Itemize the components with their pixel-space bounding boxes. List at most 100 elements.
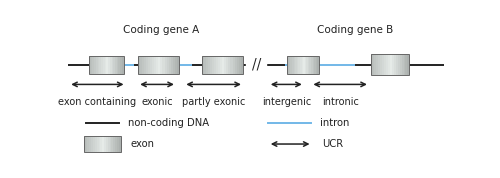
Bar [394, 54, 396, 75]
Bar [378, 54, 380, 75]
Bar [119, 136, 120, 152]
Bar [112, 56, 114, 74]
Bar [289, 56, 290, 74]
Bar [140, 56, 142, 74]
Bar [204, 56, 206, 74]
Bar [392, 54, 394, 75]
Bar [93, 136, 95, 152]
Bar [386, 54, 388, 75]
Bar [294, 56, 295, 74]
Bar [382, 54, 384, 75]
Bar [176, 56, 178, 74]
Bar [402, 54, 404, 75]
Bar [91, 136, 93, 152]
Bar [172, 56, 174, 74]
Bar [90, 136, 91, 152]
Bar [308, 56, 310, 74]
Text: //: // [252, 57, 261, 72]
Bar [110, 56, 112, 74]
Bar [314, 56, 316, 74]
Text: Coding gene B: Coding gene B [317, 25, 393, 35]
Bar [106, 136, 108, 152]
Bar [218, 56, 220, 74]
Bar [108, 136, 110, 152]
Bar [376, 54, 378, 75]
Bar [238, 56, 240, 74]
Text: intron: intron [320, 118, 350, 128]
Bar [115, 56, 117, 74]
Bar [144, 56, 146, 74]
Bar [404, 54, 406, 75]
Bar [370, 54, 372, 75]
Text: partly exonic: partly exonic [182, 97, 246, 107]
Bar [92, 56, 94, 74]
Bar [304, 56, 306, 74]
Bar [170, 56, 172, 74]
Bar [290, 56, 292, 74]
Bar [103, 56, 104, 74]
Bar [162, 56, 164, 74]
Bar [287, 56, 289, 74]
Bar [164, 56, 166, 74]
Bar [216, 56, 218, 74]
Bar [88, 136, 90, 152]
Bar [202, 56, 204, 74]
Bar [232, 56, 234, 74]
Bar [380, 54, 382, 75]
Bar [104, 56, 106, 74]
Bar [117, 136, 119, 152]
Bar [222, 56, 224, 74]
Bar [114, 136, 115, 152]
Bar [295, 56, 297, 74]
Bar [390, 54, 392, 75]
Bar [220, 56, 222, 74]
Bar [96, 56, 98, 74]
Text: UCR: UCR [322, 139, 343, 149]
Bar [117, 56, 118, 74]
Bar [118, 56, 120, 74]
Bar [298, 56, 300, 74]
Bar [372, 54, 374, 75]
Bar [202, 56, 242, 74]
Text: non-coding DNA: non-coding DNA [128, 118, 210, 128]
Bar [306, 56, 308, 74]
Bar [156, 56, 158, 74]
Bar [212, 56, 214, 74]
Bar [287, 56, 319, 74]
Bar [226, 56, 228, 74]
Bar [146, 56, 148, 74]
Bar [100, 56, 101, 74]
Bar [388, 54, 390, 75]
Text: intronic: intronic [322, 97, 358, 107]
Text: exon containing: exon containing [58, 97, 136, 107]
Bar [154, 56, 156, 74]
Bar [102, 136, 104, 152]
Bar [406, 54, 407, 75]
Bar [122, 56, 124, 74]
Bar [310, 56, 311, 74]
Bar [112, 136, 114, 152]
Text: intergenic: intergenic [262, 97, 311, 107]
Text: Coding gene A: Coding gene A [123, 25, 200, 35]
Bar [206, 56, 208, 74]
Bar [312, 56, 314, 74]
Bar [101, 56, 103, 74]
Bar [300, 56, 302, 74]
Bar [84, 136, 86, 152]
Bar [114, 56, 115, 74]
Bar [110, 136, 112, 152]
Bar [166, 56, 168, 74]
Bar [106, 56, 108, 74]
Bar [120, 56, 122, 74]
Bar [374, 54, 376, 75]
Bar [400, 54, 402, 75]
Bar [98, 136, 100, 152]
Bar [303, 56, 304, 74]
Bar [398, 54, 400, 75]
Bar [94, 56, 96, 74]
Bar [214, 56, 216, 74]
Bar [84, 136, 120, 152]
Bar [316, 56, 318, 74]
Bar [297, 56, 298, 74]
Bar [292, 56, 294, 74]
